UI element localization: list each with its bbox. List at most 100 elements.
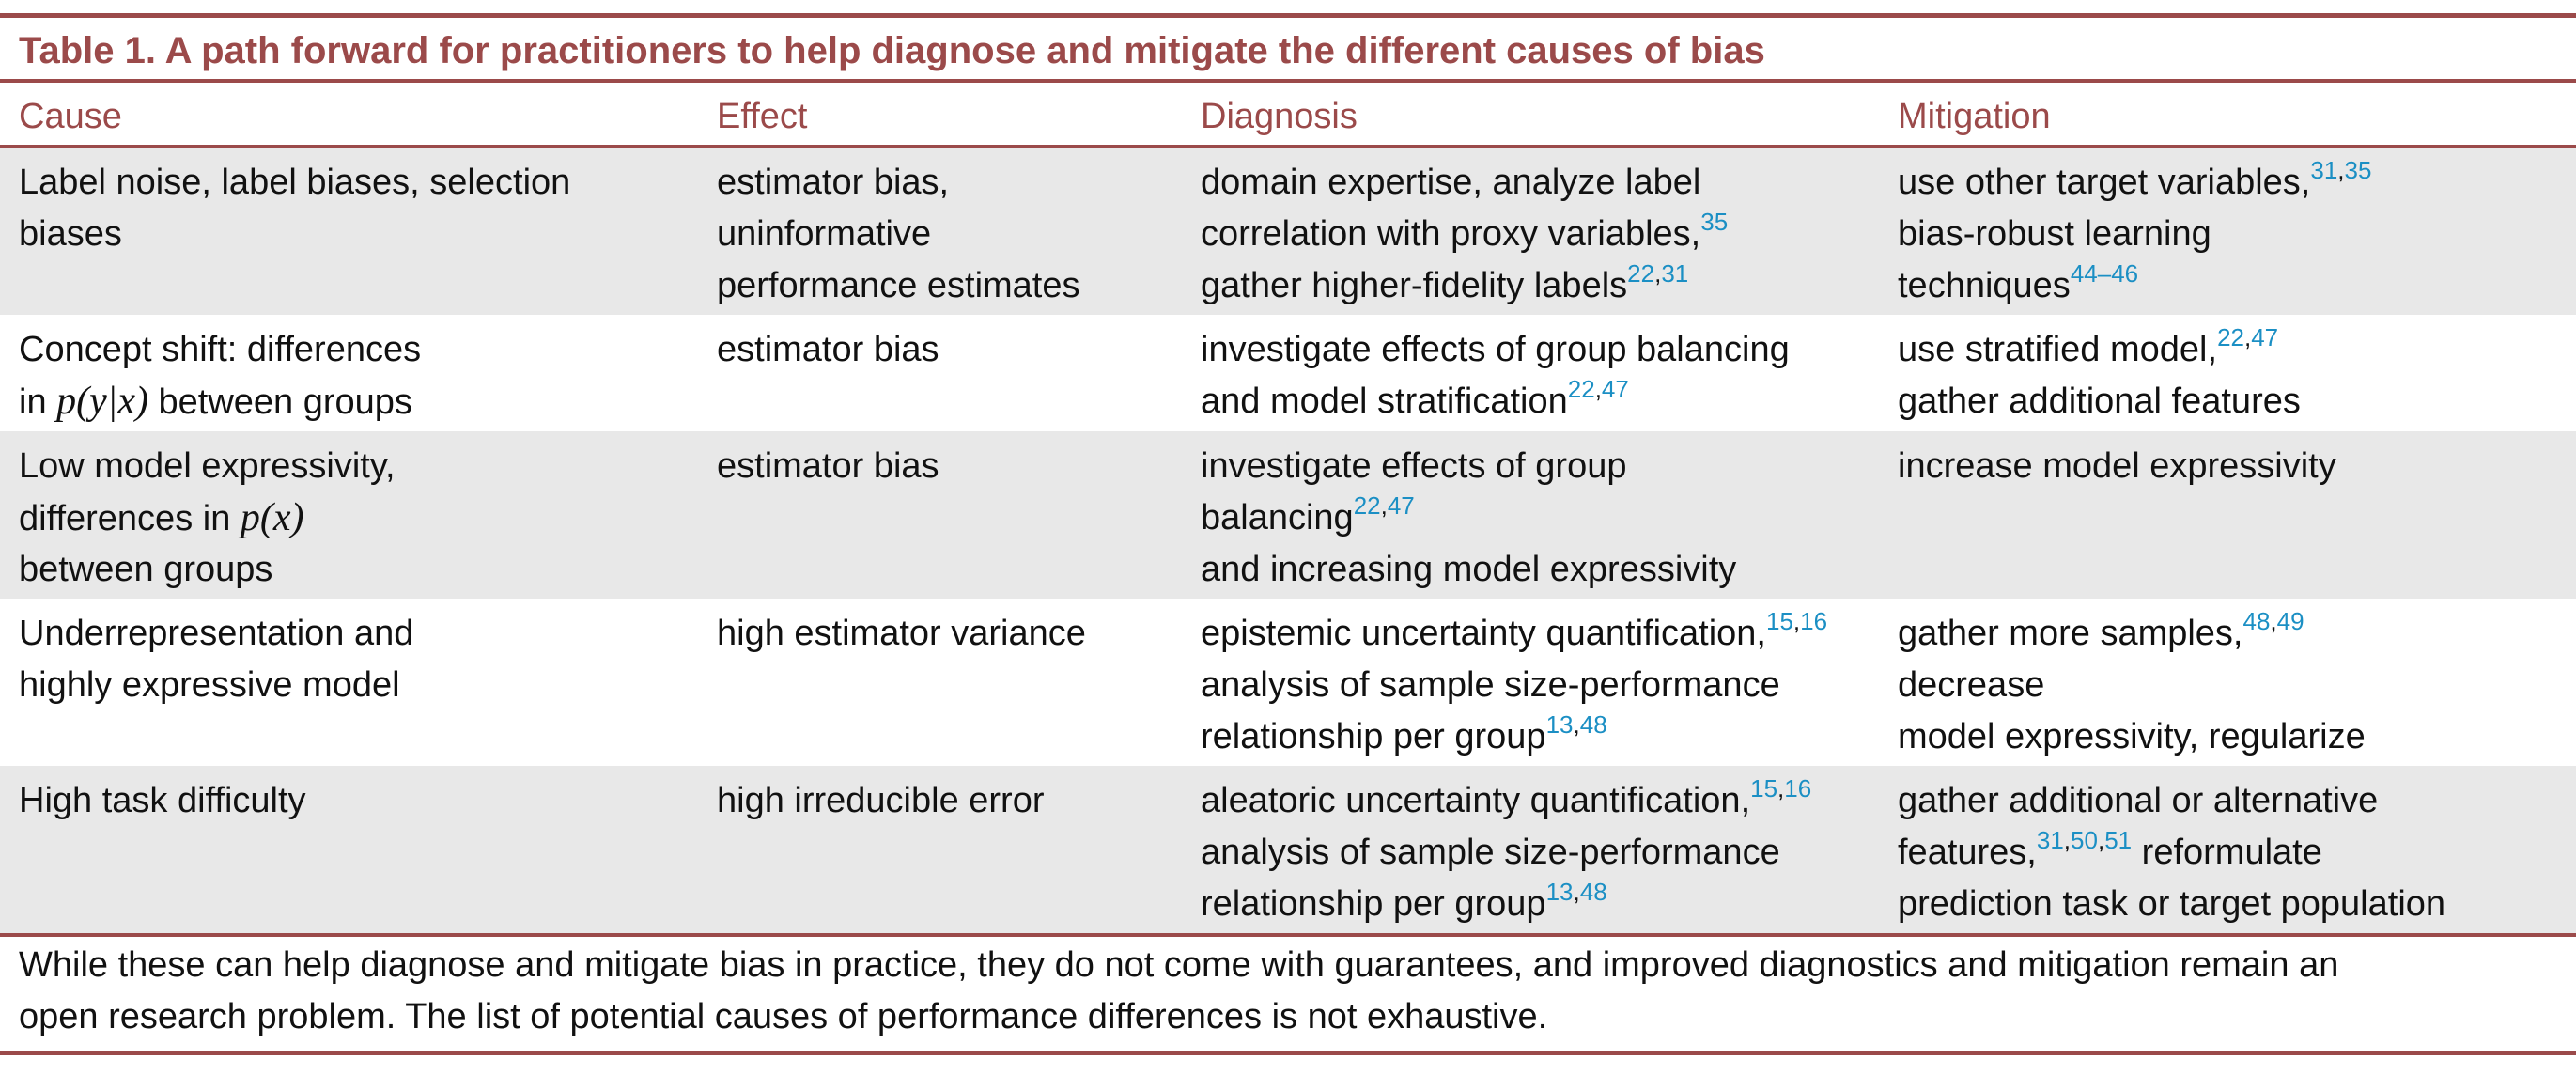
math-expression: p(x) [240,496,304,539]
math-expression: p(y|x) [56,380,148,423]
citation[interactable]: 22 [2217,323,2244,351]
cell-line: bias-robust learning [1898,214,2211,254]
citation[interactable]: 31 [1661,259,1689,288]
cell-cause: Underrepresentation and highly expressiv… [19,608,413,711]
footnote-line: While these can help diagnose and mitiga… [19,945,2339,985]
citation-separator: , [2337,156,2345,184]
citation-separator: , [2270,607,2277,635]
citation[interactable]: 49 [2276,607,2304,635]
cell-line: investigate effects of group [1201,446,1627,486]
cell-line: Concept shift: differences [19,330,422,369]
citation[interactable]: 16 [1800,607,1828,635]
citation[interactable]: 15 [1750,774,1778,802]
citation[interactable]: 48 [1579,710,1607,739]
cell-line: analysis of sample size-performance [1201,833,1780,872]
citation-separator: , [1380,491,1388,520]
citation[interactable]: 48 [2242,607,2271,635]
cell-effect: high estimator variance [717,608,1086,660]
cell-line: uninformative [717,214,932,254]
cell-effect: estimator bias [717,441,939,492]
cell-line: gather additional features [1898,382,2301,421]
cell-line: domain expertise, analyze label [1201,163,1701,202]
cell-line: use other target variables,31,35 [1898,156,2372,202]
citation[interactable]: 47 [1601,375,1629,403]
citation[interactable]: 31 [2310,156,2338,184]
cell-line: estimator bias, [717,163,950,202]
citation[interactable]: 13 [1545,878,1574,906]
cell-line: aleatoric uncertainty quantification,15,… [1201,774,1812,820]
cell-effect: estimator bias, uninformative performanc… [717,157,1080,312]
citation-separator: , [2243,323,2252,351]
citation[interactable]: 48 [1579,878,1607,906]
cell-line: model expressivity, regularize [1898,717,2366,756]
citation[interactable]: 13 [1545,710,1574,739]
cell-line: differences in p(x) [19,496,304,539]
cell-line: relationship per group13,48 [1201,878,1607,924]
cell-line: investigate effects of group balancing [1201,330,1790,369]
cell-line: Underrepresentation and [19,614,414,653]
cell-line: high estimator variance [717,614,1086,653]
cell-line: Low model expressivity, [19,446,396,486]
citation-separator: , [1573,710,1580,739]
table-footnote: While these can help diagnose and mitiga… [19,940,2338,1043]
cell-diagnosis: investigate effects of group balancing22… [1201,441,1736,596]
citation[interactable]: 47 [2251,323,2279,351]
cell-line: prediction task or target population [1898,884,2446,924]
cell-line: gather more samples,48,49 [1898,607,2304,653]
cell-line: highly expressive model [19,665,400,705]
cell-diagnosis: aleatoric uncertainty quantification,15,… [1201,775,1811,930]
table-row: Low model expressivity, differences in p… [0,431,2576,599]
citation[interactable]: 22 [1627,259,1655,288]
cell-line: estimator bias [717,330,939,369]
cell-line: epistemic uncertainty quantification,15,… [1201,607,1828,653]
cell-line: techniques44–46 [1898,259,2139,305]
citation[interactable]: 35 [2344,156,2372,184]
cell-cause: Label noise, label biases, selection bia… [19,157,570,260]
table-row: Underrepresentation and highly expressiv… [0,599,2576,766]
cell-line: High task difficulty [19,781,306,820]
citation[interactable]: 22 [1353,491,1381,520]
cell-line: correlation with proxy variables,35 [1201,208,1729,254]
citation[interactable]: 44–46 [2070,259,2139,288]
citation-separator: , [1792,607,1801,635]
citation[interactable]: 15 [1766,607,1793,635]
cell-line: features,31,50,51 reformulate [1898,826,2322,872]
cell-line: and model stratification22,47 [1201,375,1629,421]
title-rule [0,79,2576,83]
citation[interactable]: 50 [2071,826,2098,854]
citation-separator: , [2063,826,2072,854]
citation-separator: , [1573,878,1580,906]
cell-line: and increasing model expressivity [1201,550,1737,589]
cell-cause: Low model expressivity, differences in p… [19,441,396,596]
cell-line: biases [19,214,122,254]
header-mitigation: Mitigation [1898,97,2051,136]
footnote-line: open research problem. The list of poten… [19,997,1548,1036]
cell-line: estimator bias [717,446,939,486]
citation[interactable]: 31 [2036,826,2064,854]
citation[interactable]: 51 [2104,826,2133,854]
citation-separator: , [1777,774,1785,802]
cell-cause: High task difficulty [19,775,306,827]
cell-mitigation: increase model expressivity [1898,441,2336,492]
cell-line: Label noise, label biases, selection [19,163,571,202]
cell-line: gather additional or alternative [1898,781,2379,820]
bottom-rule [0,1051,2576,1055]
header-diagnosis: Diagnosis [1201,97,1358,136]
header-rule [0,145,2576,148]
header-effect: Effect [717,97,808,136]
citation[interactable]: 35 [1700,208,1729,236]
cell-line: relationship per group13,48 [1201,710,1607,756]
cell-line: analysis of sample size-performance [1201,665,1780,705]
cell-mitigation: gather additional or alternative feature… [1898,775,2445,930]
cell-mitigation: use other target variables,31,35 bias-ro… [1898,157,2371,312]
citation-separator: , [2097,826,2105,854]
cell-mitigation: gather more samples,48,49 decrease model… [1898,608,2366,763]
cell-line: gather higher-fidelity labels22,31 [1201,259,1689,305]
citation[interactable]: 16 [1784,774,1812,802]
citation[interactable]: 22 [1567,375,1595,403]
cell-line: between groups [19,550,273,589]
cell-line: performance estimates [717,266,1080,305]
table-row: High task difficulty high irreducible er… [0,766,2576,933]
citation[interactable]: 47 [1387,491,1415,520]
